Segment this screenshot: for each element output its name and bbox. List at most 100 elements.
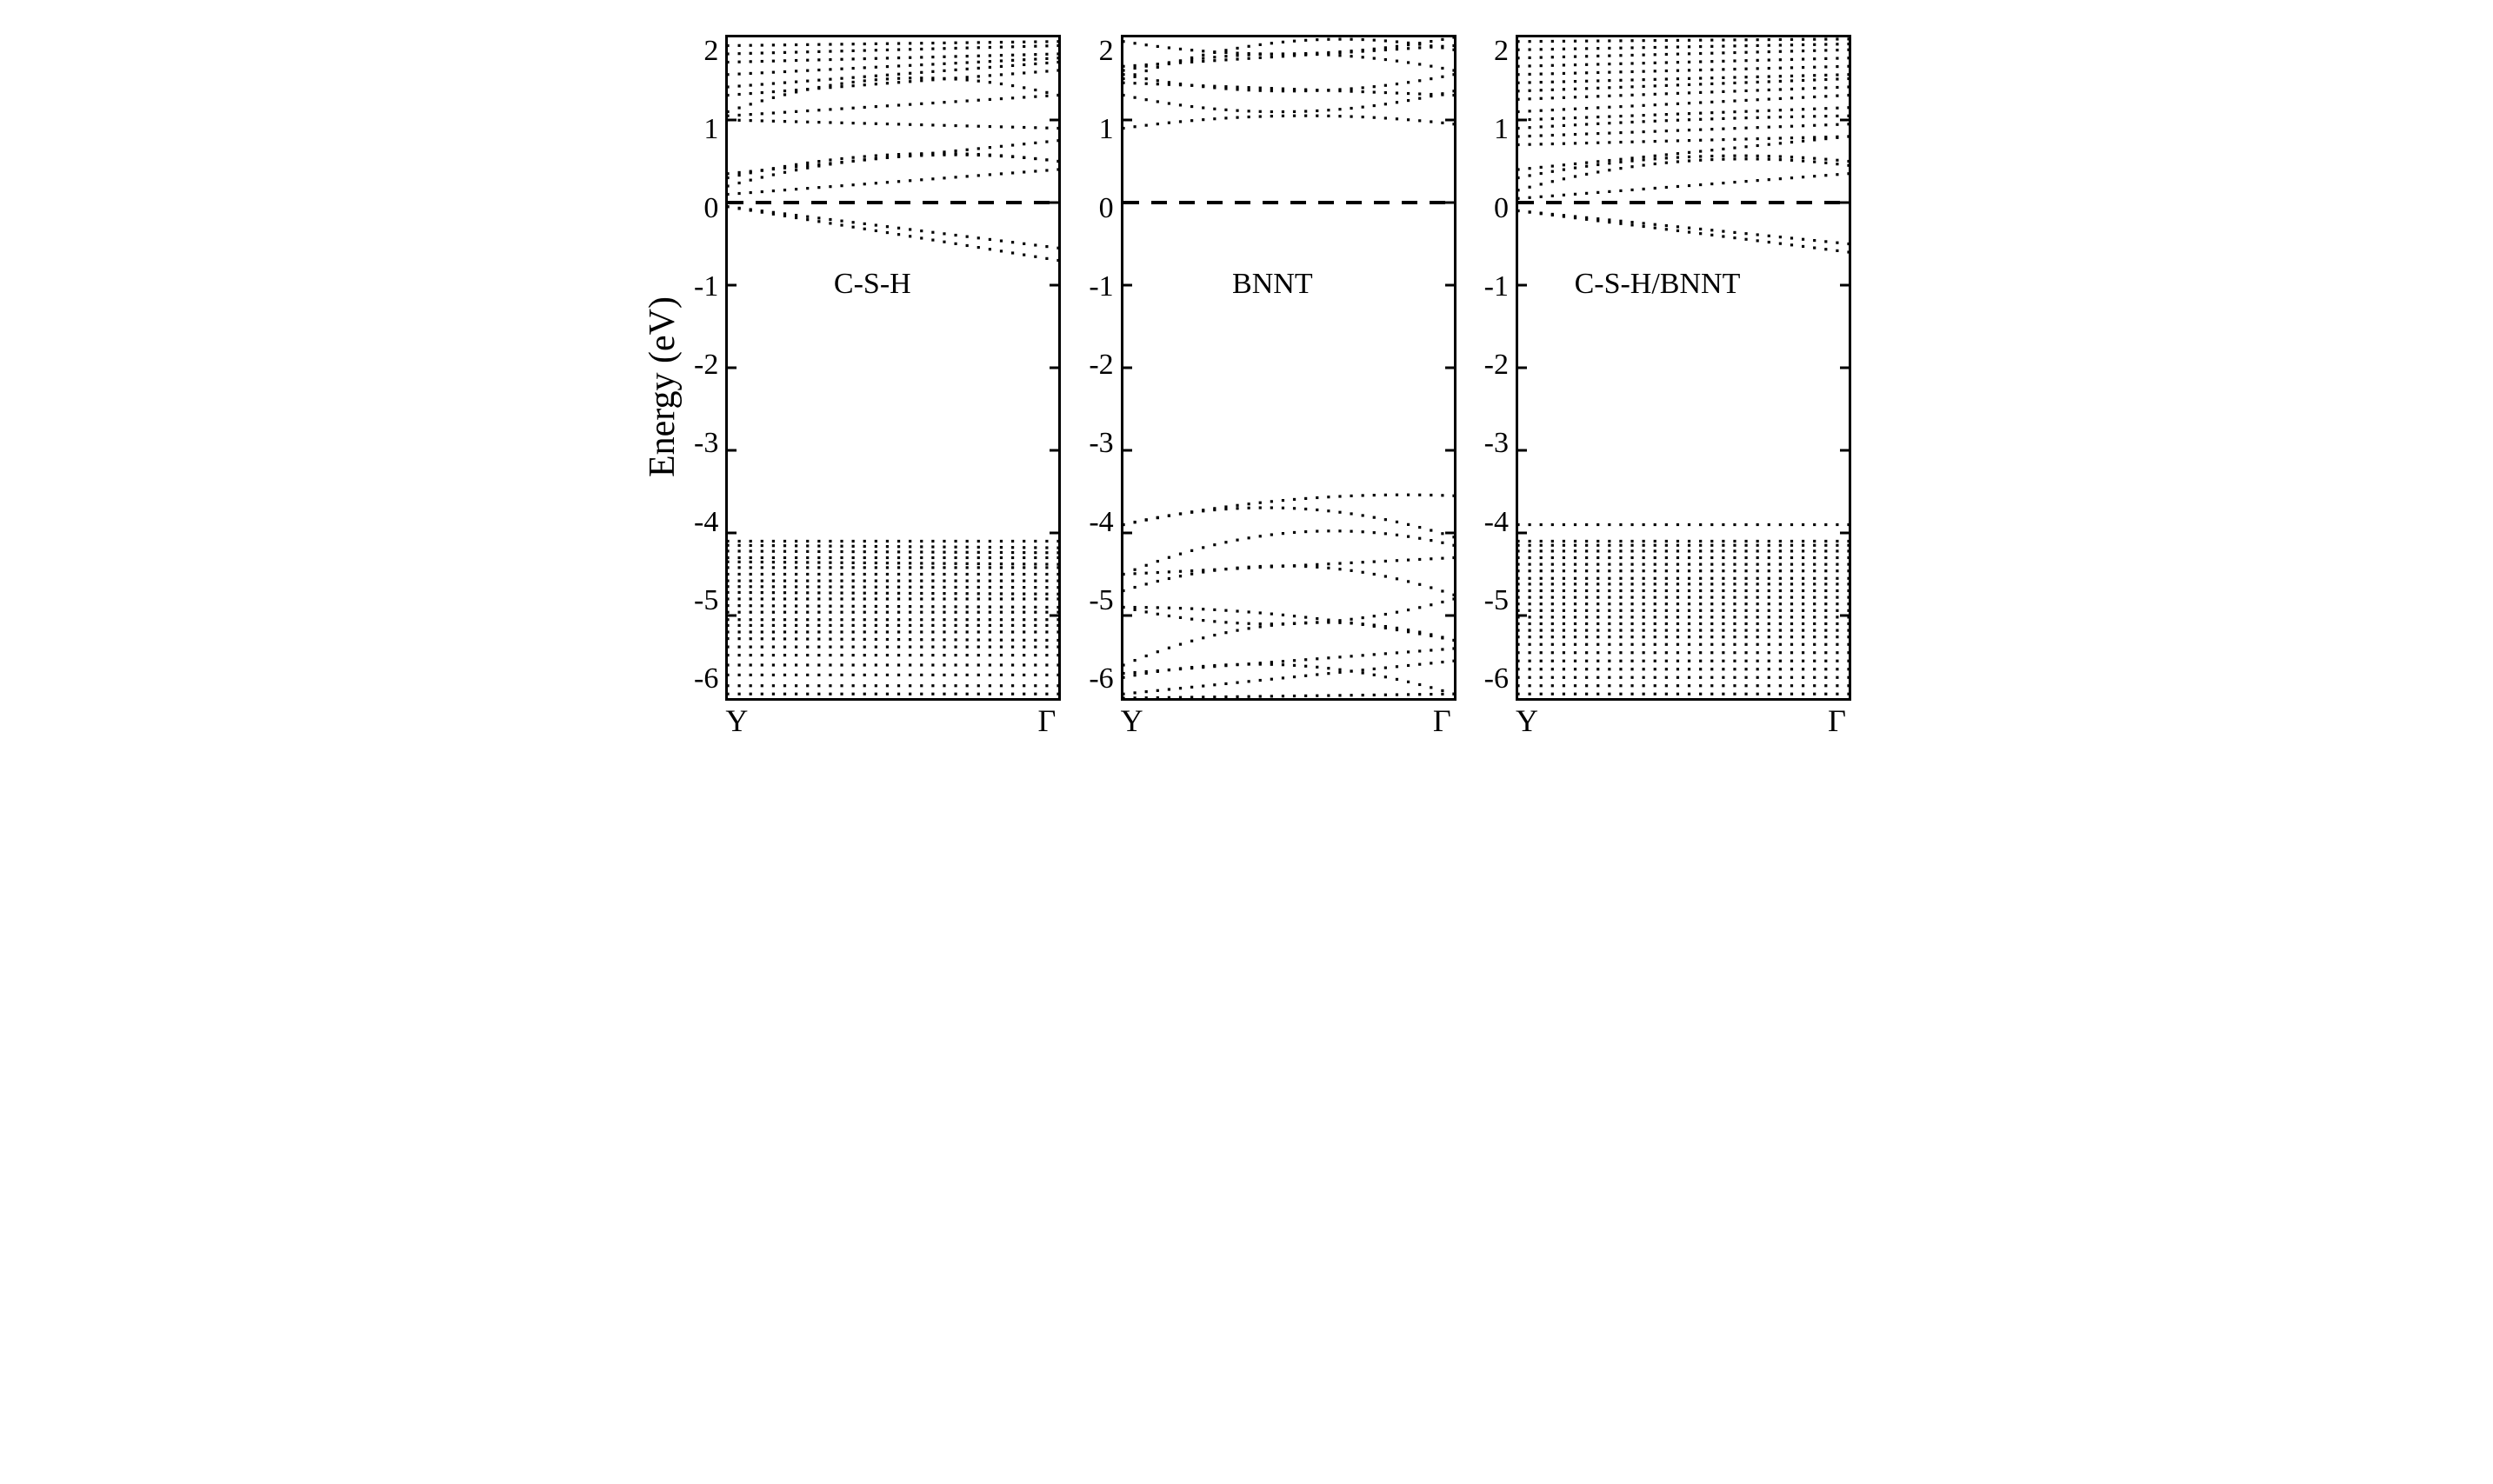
- band: [728, 540, 1058, 542]
- band: [1518, 577, 1849, 580]
- y-tick-label: -5: [1089, 584, 1113, 617]
- y-tick-label: -2: [1484, 349, 1509, 382]
- x-axis: YΓ: [1121, 701, 1451, 739]
- bands-svg: [1518, 37, 1849, 698]
- y-tick-label: -6: [1089, 662, 1113, 695]
- plot-area: C-S-H/BNNT: [1516, 35, 1851, 701]
- band: [1123, 82, 1454, 96]
- y-tick-label: -1: [1484, 270, 1509, 303]
- x-axis: YΓ: [1516, 701, 1846, 739]
- y-tick-label: -4: [694, 506, 718, 539]
- band: [1518, 135, 1849, 170]
- band: [1123, 115, 1454, 130]
- band: [1518, 651, 1849, 654]
- band: [1518, 85, 1849, 100]
- x-tick-label: Γ: [1433, 702, 1451, 739]
- band: [1518, 49, 1849, 60]
- band: [1518, 73, 1849, 84]
- band: [728, 118, 1058, 130]
- band: [1518, 57, 1849, 68]
- band: [728, 573, 1058, 576]
- y-axis-label: Energy (eV): [642, 296, 683, 477]
- band: [1518, 115, 1849, 130]
- band: [728, 561, 1058, 566]
- y-tick-label: -4: [1484, 506, 1509, 539]
- band-structure-figure: Energy (eV) 210-1-2-3-4-5-6C-S-HYΓ210-1-…: [35, 35, 2458, 739]
- band: [728, 57, 1058, 76]
- band: [728, 624, 1058, 627]
- band: [728, 585, 1058, 589]
- band: [728, 597, 1058, 600]
- band: [1518, 210, 1849, 245]
- band: [1518, 589, 1849, 592]
- y-tick-label: -5: [694, 584, 718, 617]
- band: [1518, 77, 1849, 92]
- plot-area: BNNT: [1121, 35, 1456, 701]
- band: [1123, 647, 1454, 675]
- band: [1518, 676, 1849, 679]
- band: [1518, 123, 1849, 137]
- band: [1518, 523, 1849, 526]
- band: [1518, 616, 1849, 618]
- band: [1518, 157, 1849, 191]
- band: [728, 663, 1058, 666]
- band: [728, 611, 1058, 614]
- band: [728, 646, 1058, 649]
- band: [728, 44, 1058, 56]
- band: [728, 566, 1058, 569]
- band: [1123, 529, 1454, 576]
- band: [728, 168, 1058, 196]
- y-tick-label: -4: [1089, 506, 1113, 539]
- panels-row: 210-1-2-3-4-5-6C-S-HYΓ210-1-2-3-4-5-6BNN…: [694, 35, 1851, 739]
- band: [1518, 684, 1849, 687]
- band: [1518, 609, 1849, 612]
- band: [1123, 693, 1454, 698]
- band: [728, 637, 1058, 642]
- x-tick-label: Γ: [1038, 702, 1057, 739]
- panel-bnnt: 210-1-2-3-4-5-6BNNTYΓ: [1089, 35, 1456, 739]
- band: [1123, 73, 1454, 92]
- band: [1518, 643, 1849, 646]
- band: [728, 618, 1058, 621]
- band: [1518, 693, 1849, 695]
- y-tick-label: -3: [694, 427, 718, 460]
- band: [1518, 37, 1849, 43]
- band: [1518, 43, 1849, 51]
- y-tick-label: -2: [694, 349, 718, 382]
- x-axis: YΓ: [725, 701, 1056, 739]
- band: [1518, 668, 1849, 670]
- band: [728, 693, 1058, 695]
- band: [1518, 569, 1849, 572]
- panel-csh: 210-1-2-3-4-5-6C-S-HYΓ: [694, 35, 1061, 739]
- y-tick-label: -1: [1089, 270, 1113, 303]
- band: [728, 556, 1058, 559]
- band: [1518, 556, 1849, 559]
- band: [728, 152, 1058, 179]
- band: [1518, 660, 1849, 662]
- band: [1518, 172, 1849, 200]
- y-tick-label: -6: [1484, 662, 1509, 695]
- panel-label: C-S-H: [834, 268, 911, 301]
- band: [1518, 602, 1849, 605]
- band: [728, 139, 1058, 175]
- band: [728, 630, 1058, 633]
- band: [728, 40, 1058, 47]
- band: [1518, 622, 1849, 625]
- band: [1123, 564, 1454, 596]
- y-tick-label: -1: [694, 270, 718, 303]
- y-tick-label: 0: [703, 192, 718, 225]
- y-tick-label: -3: [1089, 427, 1113, 460]
- y-tick-label: 2: [1099, 35, 1114, 68]
- band: [1518, 563, 1849, 566]
- y-tick-label: -5: [1484, 584, 1509, 617]
- band: [1123, 38, 1454, 81]
- band: [1518, 636, 1849, 638]
- band: [1518, 540, 1849, 542]
- band: [1123, 37, 1454, 56]
- band: [1123, 44, 1454, 68]
- band: [728, 52, 1058, 63]
- band: [728, 77, 1058, 113]
- x-tick-label: Y: [1516, 702, 1538, 739]
- y-ticks: 210-1-2-3-4-5-6: [1089, 35, 1120, 695]
- bands-svg: [1123, 37, 1454, 698]
